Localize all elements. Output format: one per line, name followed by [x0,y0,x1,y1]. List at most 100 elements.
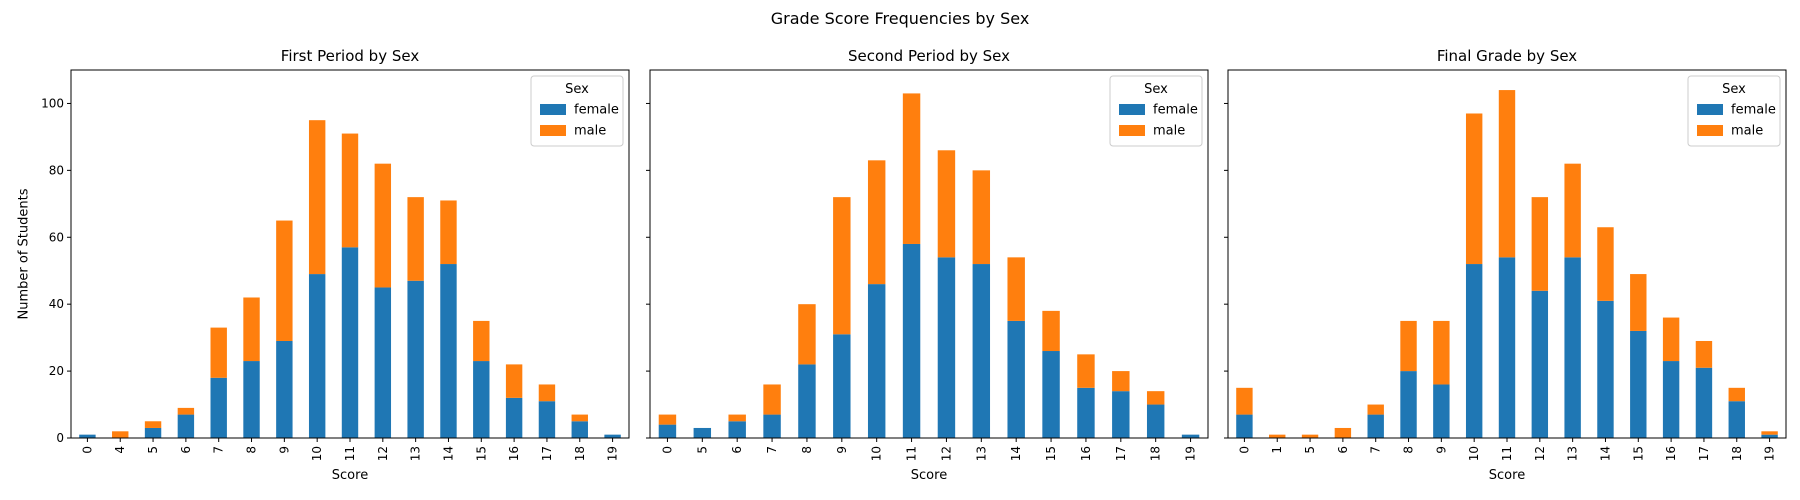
axes-frame [1227,69,1787,439]
x-axis-label: Score [1489,468,1525,483]
bar-male-15 [1042,310,1060,352]
figure-suptitle: Grade Score Frequencies by Sex [771,9,1030,28]
bar-female-7 [1367,414,1384,438]
x-tick-label: 19 [606,446,620,461]
bar-male-7 [1367,404,1384,415]
bar-female-9 [833,334,851,438]
x-tick-label: 18 [573,446,587,461]
bar-male-14 [440,200,457,265]
y-tick-label: 40 [49,297,64,311]
bar-male-8 [243,297,260,362]
bar-female-12 [1531,290,1549,438]
bar-male-16 [1662,317,1680,362]
legend-swatch-female [1697,104,1723,115]
y-tick-label: 0 [56,431,64,445]
bar-female-11 [902,243,921,438]
bar-male-18 [1146,391,1165,405]
bar-female-14 [1007,320,1025,438]
legend-title: Sex [1144,82,1168,97]
x-tick-label: 13 [1566,446,1580,461]
legend-title: Sex [1722,82,1746,97]
legend-swatch-female [540,104,566,115]
bar-male-12 [374,163,392,288]
bar-female-6 [728,421,746,438]
chart-panel-2: Second Period by Sex 0 5 6 7 8 9 10 11 12 13 14 15 16… [646,47,1209,483]
bar-female-18 [1728,401,1745,438]
bar-male-5 [1301,434,1319,438]
legend-label-male: male [1153,124,1185,139]
axes-frame [70,69,630,439]
x-tick-label: 16 [507,446,521,461]
panel-title: First Period by Sex [281,47,420,65]
bar-male-6 [1334,427,1352,438]
bar-female-14 [440,264,457,438]
x-tick-label: 10 [1467,446,1481,461]
legend-title: Sex [565,82,589,97]
x-tick-label: 8 [800,446,814,454]
legend-label-male: male [1731,124,1763,139]
bar-female-13 [407,280,424,438]
x-tick-label: 18 [1730,446,1744,461]
x-tick-label: 7 [765,446,779,454]
x-tick-label: 13 [409,446,423,461]
legend-label-female: female [574,103,619,118]
bar-male-8 [1400,320,1417,372]
bar-female-10 [867,284,886,438]
y-tick-label: 60 [49,230,64,244]
bar-male-18 [571,414,588,422]
bar-male-19 [1761,431,1778,435]
bar-male-7 [210,327,227,378]
x-tick-label: 0 [1237,446,1251,454]
x-tick-label: 15 [474,446,488,461]
x-tick-label: 14 [441,446,455,461]
bar-female-17 [1695,367,1713,438]
bar-female-16 [1662,361,1680,438]
bar-male-16 [1077,354,1095,388]
y-tick-label: 100 [41,96,64,110]
x-tick-label: 17 [1114,446,1128,461]
x-tick-label: 14 [1598,446,1612,461]
x-axis-label: Score [911,468,947,483]
legend-label-female: female [1731,103,1776,118]
bar-male-10 [308,120,326,275]
bar-female-16 [1077,387,1095,438]
bar-female-15 [1042,351,1060,438]
bar-male-14 [1007,257,1025,321]
bar-female-8 [1400,371,1417,438]
bar-male-9 [276,220,293,341]
x-tick-label: 11 [343,446,357,461]
legend: Sex female male [530,75,624,147]
x-tick-label: 5 [146,446,160,454]
bar-male-6 [177,407,195,415]
x-tick-label: 5 [1303,446,1317,454]
bar-female-11 [341,247,359,438]
bar-female-19 [604,434,621,438]
bar-female-18 [571,421,588,438]
legend-swatch-male [1119,125,1145,136]
legend-swatch-male [540,125,566,136]
bar-female-11 [1498,257,1516,438]
bar-male-17 [1112,371,1130,392]
x-tick-label: 8 [1402,446,1416,454]
x-tick-label: 6 [730,446,744,454]
x-tick-label: 16 [1664,446,1678,461]
bar-female-0 [1236,414,1253,438]
bar-female-19 [1761,434,1778,438]
x-tick-label: 17 [540,446,554,461]
bar-male-13 [407,197,424,281]
x-axis-label: Score [332,468,368,483]
y-tick-label: 20 [49,364,64,378]
bar-male-10 [867,160,886,285]
bar-male-13 [1564,163,1581,258]
x-tick-label: 13 [974,446,988,461]
bar-female-15 [1630,330,1647,438]
bar-male-16 [505,364,523,398]
x-tick-label: 11 [905,446,919,461]
x-tick-label: 15 [1631,446,1645,461]
bar-male-6 [728,414,746,422]
x-tick-label: 12 [376,446,390,461]
x-tick-label: 11 [1500,446,1514,461]
